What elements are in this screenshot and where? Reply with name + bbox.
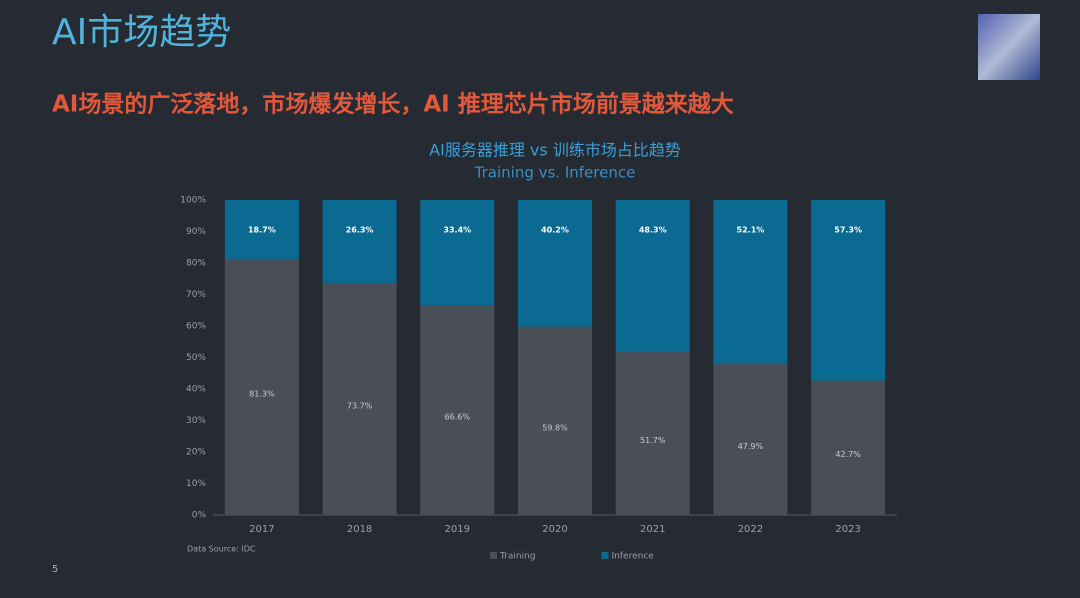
- legend-swatch: [601, 552, 609, 559]
- bar-segment: [615, 352, 690, 515]
- value-label: 40.2%: [541, 226, 569, 235]
- value-label: 73.7%: [347, 401, 373, 410]
- value-label: 42.7%: [835, 450, 861, 459]
- x-tick-label: 2021: [640, 524, 665, 535]
- y-tick-label: 20%: [186, 448, 206, 458]
- y-tick-label: 10%: [186, 479, 206, 489]
- slide-subtitle: AI场景的广泛落地，市场爆发增长，AI 推理芯片市场前景越来越大: [52, 91, 734, 118]
- value-label: 51.7%: [640, 436, 666, 445]
- legend-swatch: [490, 552, 497, 559]
- bar-segment: [518, 200, 592, 327]
- bar-segment: [322, 200, 397, 283]
- bar-segment: [713, 364, 788, 515]
- value-label: 47.9%: [738, 442, 764, 451]
- bar-segment: [518, 326, 592, 515]
- y-tick-label: 90%: [186, 227, 206, 237]
- y-tick-label: 30%: [186, 416, 206, 426]
- bar-segment: [615, 200, 690, 353]
- chart-title: AI服务器推理 vs 训练市场占比趋势: [429, 141, 681, 160]
- value-label: 52.1%: [737, 226, 765, 235]
- bar-segment: [322, 282, 397, 515]
- value-label: 48.3%: [639, 226, 667, 235]
- bar-segment: [811, 200, 886, 381]
- y-tick-label: 40%: [186, 385, 206, 395]
- y-tick-label: 80%: [186, 259, 206, 269]
- x-tick-label: 2020: [542, 524, 567, 535]
- value-label: 18.7%: [248, 226, 276, 235]
- x-tick-label: 2017: [249, 524, 274, 535]
- bar-segment: [224, 258, 299, 515]
- decoration: [978, 14, 1040, 80]
- bar-segment: [420, 305, 495, 515]
- legend-label: Training: [499, 552, 536, 562]
- y-tick-label: 0%: [192, 511, 207, 521]
- value-label: 66.6%: [445, 413, 471, 422]
- bar-segment: [811, 380, 886, 515]
- value-label: 57.3%: [834, 226, 862, 235]
- value-label: 81.3%: [249, 389, 275, 398]
- y-tick-label: 60%: [186, 322, 206, 332]
- x-tick-label: 2018: [347, 524, 372, 535]
- x-tick-label: 2023: [835, 524, 860, 535]
- bar-segment: [224, 200, 299, 259]
- x-tick-label: 2019: [445, 524, 470, 535]
- value-label: 59.8%: [542, 423, 568, 432]
- bar-segment: [713, 200, 788, 365]
- legend-label: Inference: [612, 552, 655, 562]
- bar-segment: [420, 200, 495, 306]
- x-tick-label: 2022: [738, 524, 763, 535]
- y-tick-label: 70%: [186, 290, 206, 300]
- page-number: 5: [52, 564, 58, 575]
- source: Data Source: IDC: [187, 545, 256, 554]
- slide-title: AI市场趋势: [52, 12, 231, 53]
- value-label: 33.4%: [443, 226, 471, 235]
- value-label: 26.3%: [346, 226, 374, 235]
- chart-subtitle: Training vs. Inference: [474, 164, 636, 182]
- y-tick-label: 50%: [186, 353, 206, 363]
- y-tick-label: 100%: [180, 196, 206, 206]
